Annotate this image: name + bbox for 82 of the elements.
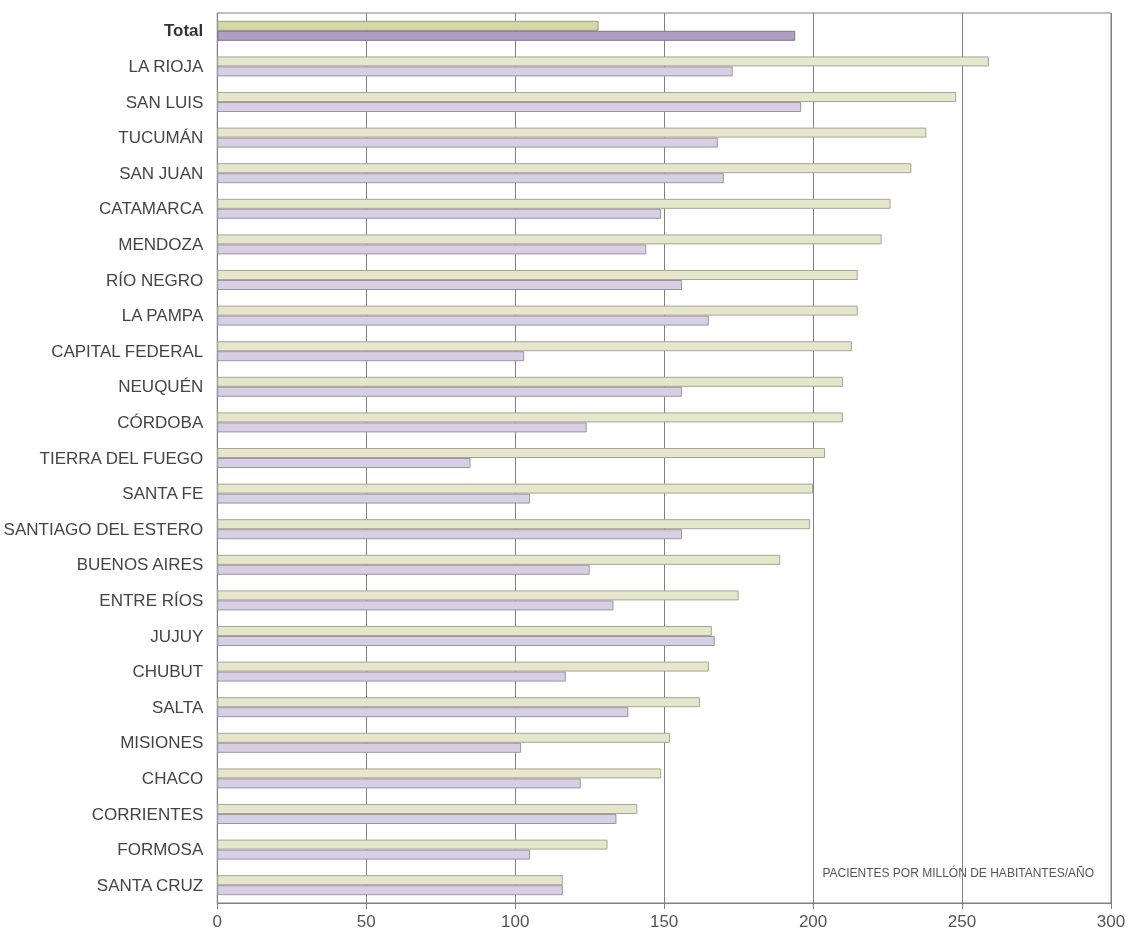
y-tick-label: JUJUY (150, 626, 204, 646)
y-tick-label: BUENOS AIRES (76, 555, 204, 575)
bar (217, 778, 581, 789)
bar (217, 671, 566, 682)
bar (217, 804, 638, 814)
bar (217, 305, 858, 316)
bar (217, 697, 700, 708)
bar (217, 163, 912, 174)
bar (217, 636, 715, 646)
y-tick-label: SANTA CRUZ (96, 875, 204, 895)
y-tick-label: LA RIOJA (128, 56, 204, 76)
bar (217, 30, 796, 41)
bar (217, 839, 608, 850)
x-tick-label: 0 (212, 912, 222, 931)
x-tick-label: 300 (1096, 912, 1126, 931)
y-tick-label: SANTA FE (122, 484, 204, 504)
bar (217, 20, 599, 31)
bar (217, 234, 882, 245)
y-tick-label: SAN LUIS (125, 92, 204, 112)
bar (217, 412, 843, 423)
bar (217, 493, 531, 504)
x-tick-label: 200 (798, 912, 828, 931)
x-tick-label: 250 (947, 912, 977, 931)
y-tick-label: CATAMARCA (99, 199, 204, 219)
bar (217, 137, 718, 148)
bar (217, 315, 709, 326)
bar (217, 626, 712, 636)
y-tick-label: CORRIENTES (91, 804, 204, 824)
bar (217, 849, 531, 860)
bar (217, 554, 781, 565)
bar (217, 732, 671, 743)
bar (217, 742, 522, 753)
bar (217, 448, 825, 458)
bar (217, 707, 629, 718)
bar (217, 386, 683, 397)
bar (217, 280, 683, 290)
bar (217, 198, 891, 209)
y-tick-label: MISIONES (120, 733, 204, 753)
bar (217, 376, 843, 387)
bar (217, 66, 733, 77)
bar (217, 244, 647, 255)
y-tick-label: CHUBUT (132, 662, 204, 682)
bar (217, 564, 590, 575)
y-tick-label: TIERRA DEL FUEGO (39, 448, 204, 468)
bar (217, 529, 683, 540)
y-tick-label: TUCUMÁN (118, 128, 204, 148)
bar (217, 56, 989, 67)
bar (217, 341, 852, 352)
bar (217, 768, 662, 779)
y-tick-label: CHACO (141, 768, 204, 788)
bar (217, 422, 587, 433)
y-tick-label: RÍO NEGRO (105, 270, 204, 290)
y-tick-label: CAPITAL FEDERAL (51, 341, 204, 361)
bar (217, 127, 927, 138)
bar (217, 885, 563, 896)
x-tick-label: 150 (649, 912, 679, 931)
bar (217, 814, 617, 824)
y-tick-label: MENDOZA (118, 234, 204, 254)
bar (217, 458, 471, 468)
bar (217, 102, 802, 112)
y-tick-label: Total (163, 21, 204, 41)
bar (217, 483, 814, 494)
y-tick-label: ENTRE RÍOS (99, 590, 204, 610)
bar (217, 351, 525, 362)
y-tick-label: SANTIAGO DEL ESTERO (3, 519, 204, 539)
bar (217, 661, 709, 672)
bar (217, 875, 563, 886)
y-tick-label: FORMOSA (117, 840, 204, 860)
bar (217, 519, 811, 530)
bar (217, 173, 724, 184)
y-tick-label: LA PAMPA (121, 306, 204, 326)
y-tick-label: SALTA (151, 697, 204, 717)
bar (217, 270, 858, 280)
x-tick-label: 50 (356, 912, 376, 931)
bar (217, 92, 957, 102)
bar (217, 208, 662, 219)
y-tick-label: NEUQUÉN (118, 377, 204, 397)
bar (217, 600, 614, 611)
bar (217, 590, 739, 601)
y-tick-label: SAN JUAN (119, 163, 204, 183)
x-tick-label: 100 (500, 912, 530, 931)
y-tick-label: CÓRDOBA (117, 412, 204, 432)
